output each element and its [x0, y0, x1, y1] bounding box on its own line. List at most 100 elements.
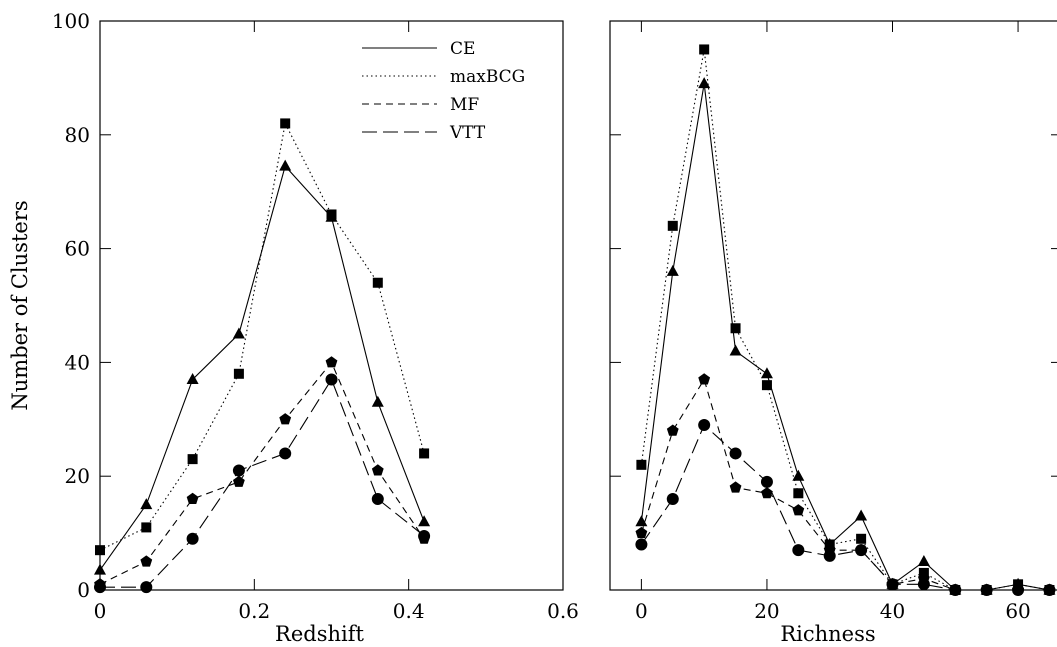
x-tick-label: 60 [1005, 599, 1030, 623]
point-vtt [371, 492, 384, 505]
point-vtt [729, 447, 742, 460]
legend-label-mf: MF [450, 95, 479, 115]
point-ce [760, 367, 773, 379]
y-tick-label: 0 [77, 578, 90, 602]
series-line-maxbcg [640, 49, 1050, 591]
point-mf [698, 373, 711, 385]
point-ce [792, 469, 805, 481]
x-tick-label: 0.2 [238, 599, 270, 623]
point-maxbcg [667, 220, 678, 231]
point-mf [325, 356, 338, 368]
point-vtt [666, 492, 679, 505]
x-tick-label: 0.6 [547, 599, 579, 623]
y-tick-label: 100 [52, 9, 90, 33]
point-vtt [325, 373, 338, 386]
legend-label-maxbcg: maxBCG [450, 67, 525, 87]
x-axis-label: Redshift [275, 622, 364, 646]
point-vtt [917, 578, 930, 591]
point-mf [371, 464, 384, 476]
plot-frame [99, 20, 564, 591]
point-vtt [418, 529, 431, 542]
point-maxbcg [372, 277, 383, 288]
point-maxbcg [793, 488, 804, 499]
point-ce [666, 264, 679, 276]
point-ce [232, 327, 245, 339]
point-ce [917, 555, 930, 567]
point-maxbcg [419, 448, 430, 459]
y-tick-label: 40 [65, 350, 90, 374]
point-mf [666, 424, 679, 436]
point-mf [761, 487, 773, 499]
point-maxbcg [280, 118, 291, 129]
y-axis-label: Number of Clusters [8, 200, 32, 410]
legend: CE maxBCG MF VTT [362, 39, 525, 143]
point-mf [140, 555, 153, 567]
y-tick-label: 80 [65, 123, 90, 147]
point-mf [233, 475, 245, 487]
point-maxbcg [326, 209, 337, 220]
point-vtt [792, 544, 805, 557]
series-line-ce [99, 164, 425, 571]
point-ce [186, 372, 199, 384]
point-vtt [1012, 584, 1025, 596]
x-tick-label: 0.4 [393, 599, 425, 623]
x-tick-label: 0 [94, 599, 107, 623]
point-maxbcg [856, 533, 867, 544]
point-maxbcg [141, 522, 152, 533]
series-mf [635, 373, 1056, 596]
point-maxbcg [233, 368, 244, 379]
point-vtt [855, 544, 868, 557]
point-ce [635, 515, 648, 527]
point-maxbcg [187, 454, 198, 465]
point-mf [729, 481, 742, 493]
point-vtt [698, 418, 711, 431]
point-ce [140, 498, 153, 510]
point-ce [418, 515, 431, 527]
series-line-mf [99, 361, 425, 585]
series-line-mf [640, 378, 1050, 591]
series-maxbcg [636, 44, 1055, 595]
point-maxbcg [761, 380, 772, 391]
point-vtt [94, 581, 106, 594]
point-maxbcg [95, 545, 105, 556]
point-maxbcg [636, 459, 647, 470]
point-vtt [232, 464, 245, 477]
series-maxbcg [95, 118, 430, 556]
point-maxbcg [730, 323, 741, 334]
point-maxbcg [699, 44, 710, 55]
redshift-panel: 0 0.2 0.4 0.6 0 20 40 60 80 100 Redshift Number of … [8, 9, 579, 646]
series-vtt [94, 373, 431, 594]
point-vtt [140, 581, 153, 594]
y-tick-label: 20 [65, 464, 90, 488]
point-mf [635, 526, 648, 539]
series-line-ce [640, 83, 1050, 591]
series-ce [94, 159, 431, 575]
point-vtt [886, 578, 899, 591]
series-line-vtt [640, 424, 1050, 591]
series-mf [94, 356, 430, 590]
legend-label-ce: CE [450, 39, 475, 59]
point-mf [186, 492, 199, 504]
y-tick-label: 60 [65, 237, 90, 261]
point-vtt [279, 447, 292, 460]
point-ce [729, 344, 742, 356]
richness-panel: 0 20 40 60 Richness [609, 20, 1057, 646]
x-axis-label: Richness [780, 622, 875, 646]
series-ce [635, 77, 1056, 595]
point-vtt [186, 532, 199, 545]
point-vtt [949, 584, 962, 596]
point-ce [94, 563, 106, 575]
point-vtt [823, 549, 836, 562]
x-tick-label: 40 [880, 599, 905, 623]
point-mf [792, 504, 805, 516]
series-line-maxbcg [99, 121, 425, 551]
series-vtt [635, 418, 1056, 596]
point-vtt [980, 584, 993, 596]
point-mf [279, 413, 292, 425]
legend-label-vtt: VTT [449, 123, 486, 143]
point-ce [279, 159, 292, 171]
plot-frame [609, 20, 1057, 591]
point-ce [371, 395, 384, 407]
point-ce [855, 509, 868, 521]
